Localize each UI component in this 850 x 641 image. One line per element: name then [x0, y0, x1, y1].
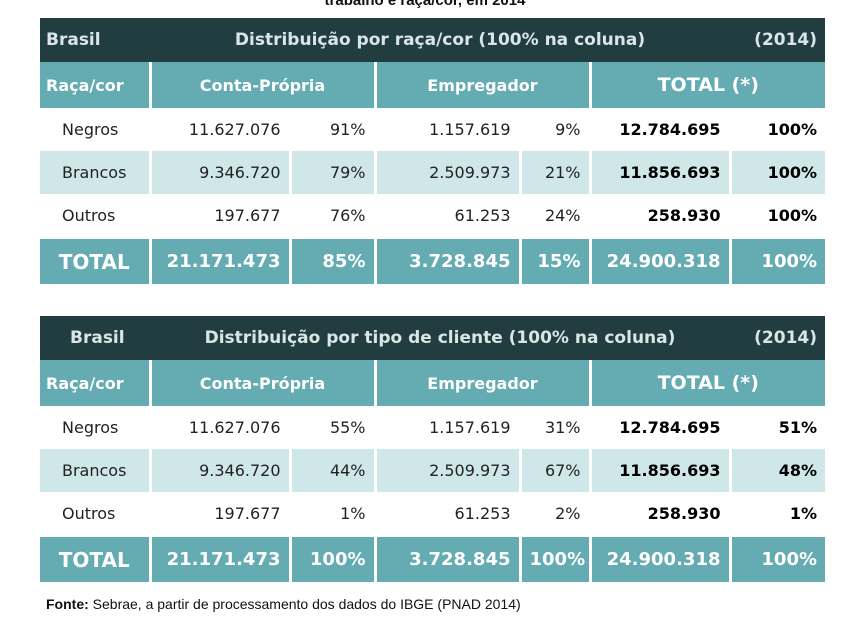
- column-header: Conta-Própria: [150, 360, 377, 406]
- total-cell: 100%: [730, 535, 825, 582]
- cell: 21%: [520, 151, 592, 194]
- total-cell: 24.900.318: [590, 535, 732, 582]
- column-header: Raça/cor: [40, 360, 152, 406]
- cell: 11.856.693: [590, 151, 732, 194]
- total-label: TOTAL: [40, 535, 152, 582]
- cell: 48%: [730, 449, 825, 492]
- column-header: Conta-Própria: [150, 62, 377, 108]
- cell: 9%: [520, 108, 592, 151]
- total-cell: 100%: [290, 535, 377, 582]
- cell: 79%: [290, 151, 377, 194]
- total-cell: 3.728.845: [375, 237, 522, 284]
- table-body: Brasil Distribuição por raça/cor (100% na…: [40, 18, 826, 284]
- cell: 1.157.619: [375, 406, 522, 449]
- cell: 9.346.720: [150, 449, 292, 492]
- source-text: Sebrae, a partir de processamento dos da…: [92, 596, 521, 612]
- total-row: TOTAL 21.171.473 85% 3.728.845 15% 24.900.318…: [40, 237, 826, 284]
- total-cell: 21.171.473: [150, 535, 292, 582]
- row-label: Negros: [40, 406, 152, 449]
- data-table: Brasil Distribuição por raça/cor (100% na…: [40, 18, 826, 284]
- cell: 197.677: [150, 194, 292, 238]
- cell: 24%: [520, 194, 592, 238]
- header-row: Brasil Distribuição por tipo de cliente (…: [40, 316, 825, 360]
- table-title: Distribuição por raça/cor (100% na colun…: [150, 18, 731, 62]
- column-header: Raça/cor: [40, 62, 152, 108]
- cell: 197.677: [150, 492, 292, 536]
- total-row: TOTAL 21.171.473 100% 3.728.845 100% 24.900.3…: [40, 535, 825, 582]
- data-row: Brancos 9.346.720 44% 2.509.973 67% 11.856.69…: [40, 449, 825, 492]
- column-header-row: Raça/cor Conta-Própria Empregador TOTAL (*): [40, 62, 826, 108]
- total-label: TOTAL: [40, 237, 152, 284]
- header-row: Brasil Distribuição por raça/cor (100% na…: [40, 18, 826, 62]
- source-label: Fonte:: [46, 596, 89, 612]
- data-row: Outros 197.677 76% 61.253 24% 258.930 100%: [40, 194, 825, 238]
- column-header: Empregador: [375, 360, 592, 406]
- row-label: Brancos: [40, 449, 152, 492]
- cell: 31%: [520, 406, 592, 449]
- cell: 100%: [767, 206, 818, 225]
- total-cell: 24.900.318: [590, 237, 732, 284]
- cell: 55%: [290, 406, 377, 449]
- column-header: Empregador: [375, 62, 592, 108]
- data-row: Negros 11.627.076 55% 1.157.619 31% 12.784.69…: [40, 406, 825, 449]
- column-header: TOTAL (*): [590, 360, 825, 406]
- row-label: Outros: [40, 194, 152, 238]
- cell: 9.346.720: [150, 151, 292, 194]
- column-header: TOTAL (*): [590, 62, 826, 108]
- region: Brasil: [40, 18, 150, 62]
- cell: 258.930: [590, 194, 732, 238]
- cell: 258.930: [590, 492, 732, 536]
- data-row: Brancos 9.346.720 79% 2.509.973 21% 11.856.69…: [40, 151, 826, 194]
- cell: 1%: [789, 504, 817, 523]
- cell: 11.627.076: [150, 108, 292, 151]
- total-cell: 21.171.473: [150, 237, 292, 284]
- caption: trabalho e raça/cor, em 2014: [324, 0, 526, 9]
- cell: 44%: [290, 449, 377, 492]
- row-label: Outros: [40, 492, 152, 536]
- total-cell: 85%: [290, 237, 377, 284]
- region: Brasil: [40, 316, 150, 360]
- cell: 100%: [730, 151, 826, 194]
- cell: 2.509.973: [375, 449, 522, 492]
- cell: 11.627.076: [150, 406, 292, 449]
- cell: 76%: [290, 194, 377, 238]
- cell: 51%: [778, 418, 817, 437]
- data-row: Negros 11.627.076 91% 1.157.619 9% 12.784.695…: [40, 108, 825, 151]
- cell: 1.157.619: [375, 108, 522, 151]
- row-label: Negros: [40, 108, 152, 151]
- cell: 61.253: [375, 194, 522, 238]
- total-cell: 100%: [730, 237, 826, 284]
- table-body: Brasil Distribuição por tipo de cliente (…: [40, 316, 825, 582]
- table-title: Distribuição por tipo de cliente (100% n…: [150, 316, 730, 360]
- cell: 11.856.693: [590, 449, 732, 492]
- total-cell: 3.728.845: [375, 535, 522, 582]
- cell: 91%: [290, 108, 377, 151]
- data-table: Brasil Distribuição por tipo de cliente (…: [40, 316, 825, 582]
- source: Fonte: Sebrae, a partir de processamento…: [46, 596, 521, 612]
- cell: 12.784.695: [590, 406, 732, 449]
- cell: 2.509.973: [375, 151, 522, 194]
- year: (2014): [730, 316, 825, 360]
- row-label: Brancos: [40, 151, 152, 194]
- cell: 12.784.695: [590, 108, 732, 151]
- cell: 61.253: [375, 492, 522, 536]
- data-row: Outros 197.677 1% 61.253 2% 258.930 1%: [40, 492, 825, 536]
- year: (2014): [730, 18, 826, 62]
- column-header-row: Raça/cor Conta-Própria Empregador TOTAL (*): [40, 360, 825, 406]
- total-cell: 100%: [520, 535, 592, 582]
- cell: 67%: [520, 449, 592, 492]
- total-cell: 15%: [520, 237, 592, 284]
- cell: 100%: [767, 120, 818, 139]
- cell: 2%: [520, 492, 592, 536]
- cell: 1%: [290, 492, 377, 536]
